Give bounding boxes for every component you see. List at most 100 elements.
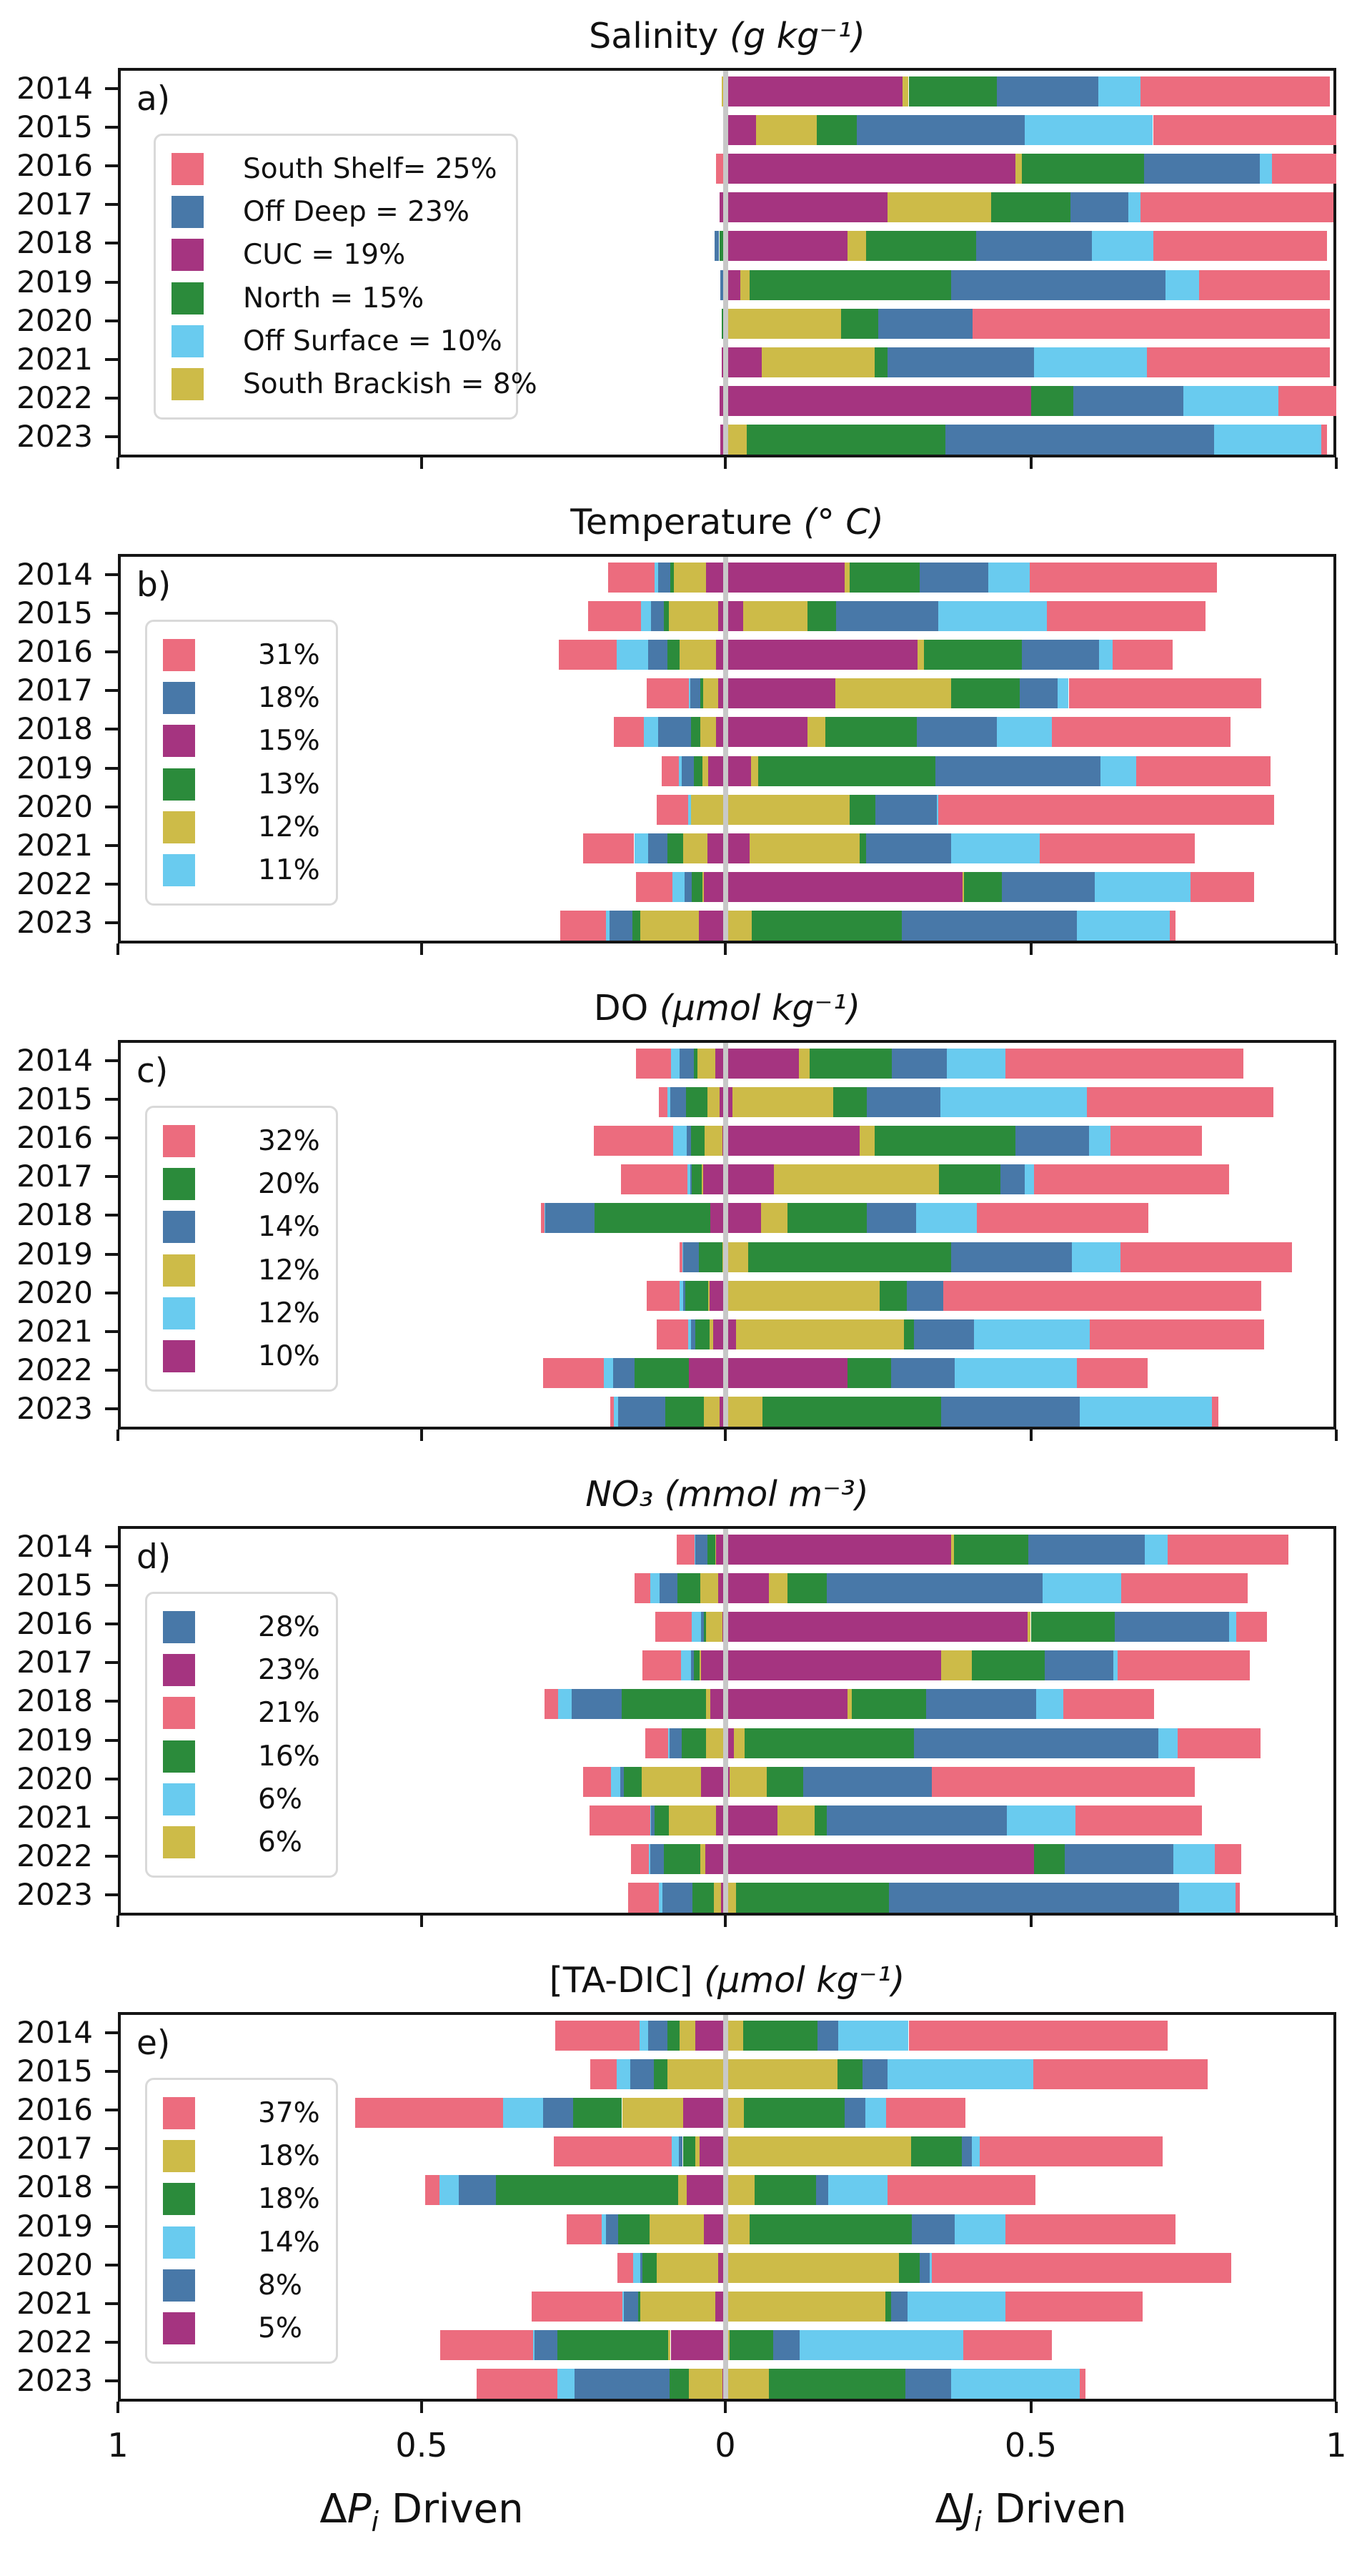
- bar-segment-right-pink: [1033, 2059, 1208, 2090]
- bar-segment-right-pink: [1110, 1126, 1202, 1156]
- bar-segment-left-pink: [642, 1650, 681, 1681]
- bar-segment-right-yellow: [1028, 1612, 1031, 1643]
- bar-segment-right-blue: [951, 1242, 1072, 1272]
- bar-segment-right-pink: [1005, 1049, 1244, 1079]
- bar-segment-right-lightblue: [1098, 76, 1141, 106]
- bar-segment-left-yellow: [700, 1573, 718, 1604]
- bar-segment-left-magenta: [709, 1280, 725, 1311]
- y-axis-label-year: 2018: [16, 2169, 93, 2205]
- bar-segment-left-magenta: [717, 678, 725, 709]
- bar-segment-right-blue: [919, 563, 988, 593]
- bar-segment-left-pink: [543, 1357, 604, 1388]
- legend-label: 12%: [258, 1254, 320, 1287]
- bar-segment-left-yellow: [705, 1728, 725, 1758]
- legend-label: Off Deep = 23%: [243, 195, 469, 228]
- y-axis-label-year: 2015: [16, 1567, 93, 1603]
- y-axis-tick: [105, 87, 118, 90]
- bar-segment-left-blue: [648, 2021, 668, 2051]
- panel-title: Temperature (° C): [118, 501, 1336, 544]
- bar-segment-left-magenta: [717, 2252, 725, 2283]
- bar-segment-left-lightblue: [558, 1689, 572, 1720]
- legend-label: 10%: [258, 1340, 320, 1373]
- panel-letter: a): [136, 79, 171, 119]
- bar-segment-right-magenta: [725, 1319, 736, 1349]
- green-swatch-icon: [163, 1740, 195, 1773]
- y-axis-tick: [105, 921, 118, 924]
- bar-segment-right-magenta: [725, 154, 1016, 184]
- bar-segment-right-blue: [1064, 1843, 1173, 1874]
- bar-segment-left-blue: [695, 1535, 708, 1565]
- bar-segment-right-yellow: [725, 1397, 763, 1427]
- legend-label: 6%: [258, 1783, 302, 1815]
- bar-segment-left-pink: [617, 2252, 633, 2283]
- bar-segment-left-yellow: [700, 1650, 701, 1681]
- legend-label: Off Surface = 10%: [243, 325, 502, 357]
- x-axis-tick: [1029, 943, 1033, 955]
- bar-segment-right-green: [860, 833, 866, 863]
- bar-segment-left-yellow: [701, 1164, 703, 1195]
- bar-segment-right-lightblue: [973, 1319, 1090, 1349]
- panel-letter: b): [136, 565, 172, 605]
- bar-segment-right-lightblue: [1165, 269, 1199, 300]
- legend-label: 21%: [258, 1697, 320, 1730]
- bar-segment-right-pink: [1212, 1397, 1218, 1427]
- bar-segment-right-pink: [1140, 192, 1333, 223]
- bar-segment-right-lightblue: [1128, 192, 1141, 223]
- legend-label: 32%: [258, 1124, 320, 1157]
- legend-item: 12%: [163, 1297, 320, 1329]
- bar-segment-right-lightblue: [1095, 871, 1191, 902]
- bar-segment-right-green: [923, 640, 1022, 670]
- bar-segment-right-pink: [1198, 269, 1331, 300]
- bar-segment-left-magenta: [720, 1397, 725, 1427]
- bar-segment-left-pink: [656, 1319, 689, 1349]
- x-axis-label-left: ΔPi Driven: [172, 2486, 672, 2537]
- bar-segment-right-blue: [803, 1766, 932, 1797]
- bar-segment-left-lightblue: [439, 2175, 459, 2206]
- x-axis-tick: [1335, 1430, 1338, 1441]
- x-axis-tick: [1029, 1430, 1033, 1441]
- panel-title-unit: (g kg⁻¹): [718, 16, 865, 56]
- y-axis-tick: [105, 2224, 118, 2228]
- bar-segment-right-pink: [1033, 1164, 1230, 1195]
- bar-segment-left-yellow: [680, 640, 717, 670]
- variable-symbol: J: [962, 2486, 975, 2532]
- bar-segment-left-blue: [612, 1357, 635, 1388]
- bar-segment-right-blue: [926, 1689, 1037, 1720]
- bar-segment-left-magenta: [717, 601, 725, 632]
- x-axis-tick: [116, 1916, 119, 1927]
- bar-segment-left-blue: [683, 1242, 700, 1272]
- bar-segment-left-yellow: [702, 756, 709, 786]
- bar-segment-left-green: [617, 2214, 650, 2244]
- y-axis-tick: [105, 1661, 118, 1665]
- bar-segment-left-yellow: [680, 2021, 696, 2051]
- bar-segment-right-yellow: [742, 601, 807, 632]
- bar-segment-right-green: [758, 756, 936, 786]
- bar-segment-left-magenta: [719, 1087, 725, 1118]
- bar-segment-right-green: [1033, 1843, 1065, 1874]
- bar-segment-left-yellow: [708, 1280, 710, 1311]
- legend-item: 16%: [163, 1740, 320, 1773]
- x-axis-tick: [724, 1916, 727, 1927]
- panel-title-unit: (° C): [792, 502, 884, 543]
- legend-item: 6%: [163, 1826, 314, 1859]
- plot-box-b: b) 31% 18% 15% 13% 12% 11%: [118, 554, 1336, 943]
- bar-segment-left-blue: [662, 1883, 693, 1913]
- bar-segment-right-lightblue: [1088, 1126, 1110, 1156]
- bar-segment-right-lightblue: [1058, 678, 1069, 709]
- bar-segment-left-blue: [609, 911, 632, 941]
- bar-segment-right-lightblue: [1260, 154, 1273, 184]
- bar-segment-right-lightblue: [1079, 1397, 1213, 1427]
- legend-label: 6%: [258, 1826, 302, 1859]
- bar-segment-right-pink: [1169, 911, 1176, 941]
- bar-segment-right-blue: [826, 1805, 1008, 1836]
- bar-segment-right-yellow: [728, 2021, 743, 2051]
- y-axis-tick: [105, 1214, 118, 1217]
- bar-segment-right-green: [751, 911, 903, 941]
- bar-segment-right-yellow: [725, 911, 752, 941]
- bar-segment-left-green: [682, 2136, 695, 2167]
- x-axis-tick: [420, 1916, 423, 1927]
- legend-label: North = 15%: [243, 282, 424, 314]
- legend-label: 14%: [258, 2226, 320, 2259]
- bar-segment-right-blue: [945, 425, 1214, 455]
- x-axis-tick-label: 1: [107, 2426, 129, 2464]
